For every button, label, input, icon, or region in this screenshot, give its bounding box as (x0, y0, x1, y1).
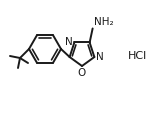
Text: N: N (65, 38, 73, 47)
Text: O: O (78, 68, 86, 77)
Text: HCl: HCl (128, 51, 147, 61)
Text: NH₂: NH₂ (94, 17, 113, 27)
Text: N: N (96, 52, 104, 62)
